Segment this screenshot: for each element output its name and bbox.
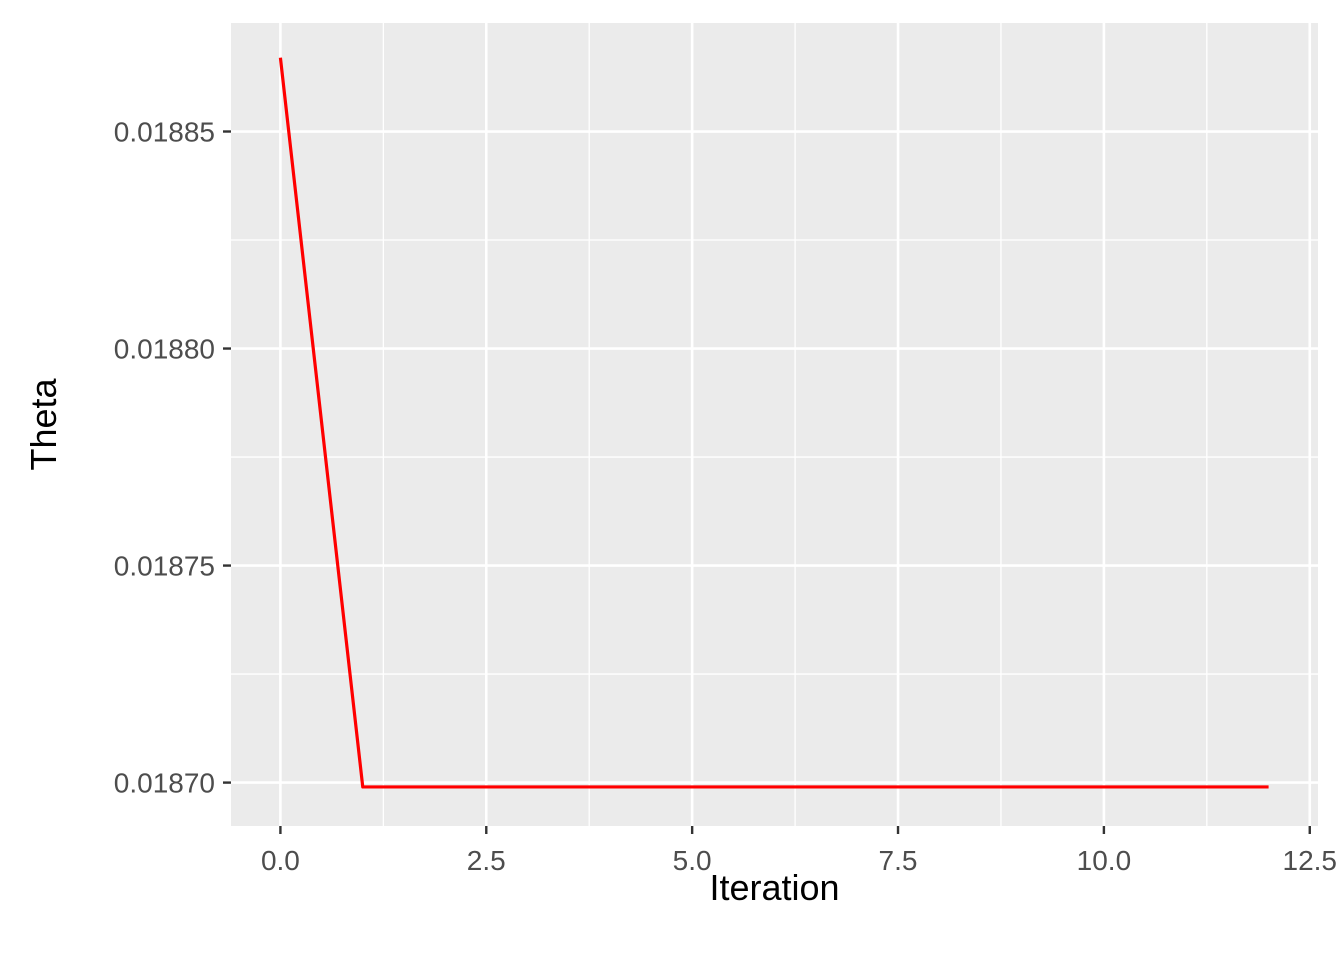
y-tick-label: 0.01870	[114, 768, 215, 799]
x-tick-label: 5.0	[673, 845, 712, 876]
y-tick-label: 0.01875	[114, 551, 215, 582]
x-tick-label: 7.5	[879, 845, 918, 876]
x-axis: 0.0 2.5 5.0 7.5 10.0 12.5	[261, 826, 1337, 876]
y-axis-title: Theta	[23, 377, 64, 470]
series-line-0	[278, 57, 1269, 789]
series-layer	[278, 57, 1269, 789]
y-axis: 0.01870 0.01875 0.01880 0.01885	[114, 117, 231, 799]
major-gridlines	[231, 23, 1318, 826]
minor-gridlines	[231, 23, 1318, 826]
x-tick-label: 10.0	[1077, 845, 1132, 876]
y-tick-label: 0.01880	[114, 334, 215, 365]
plot-panel	[231, 23, 1318, 826]
x-tick-label: 0.0	[261, 845, 300, 876]
x-tick-label: 2.5	[467, 845, 506, 876]
x-tick-label: 12.5	[1283, 845, 1338, 876]
x-axis-title: Iteration	[709, 867, 839, 908]
y-tick-label: 0.01885	[114, 117, 215, 148]
